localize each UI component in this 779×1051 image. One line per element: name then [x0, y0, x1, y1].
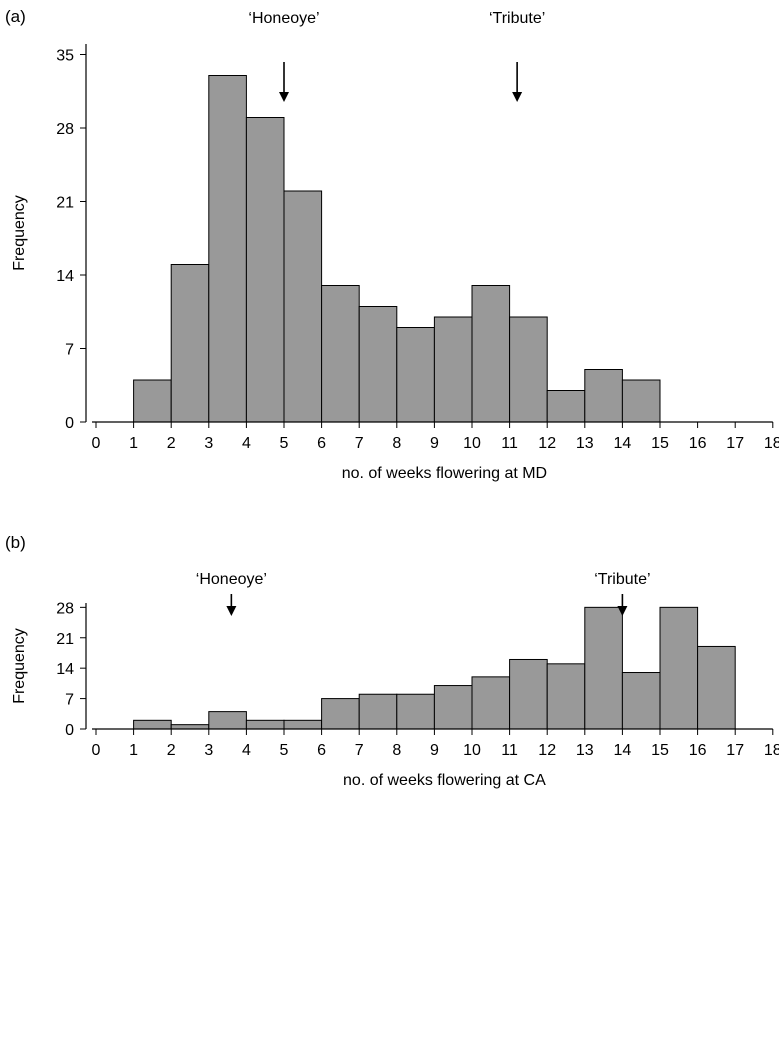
histogram-bar	[133, 379, 172, 423]
histogram-bar	[396, 327, 435, 423]
x-tick-label: 0	[92, 435, 101, 452]
x-tick-label: 17	[726, 742, 744, 759]
x-tick-label: 8	[392, 435, 401, 452]
panel-label: (a)	[5, 7, 26, 26]
y-tick-label: 0	[65, 722, 74, 739]
histogram-b-svg: (b)0 1 2 3 4 5 6 7 8 9 10 11 12 13 14 15 16 17 1807142128n…	[5, 533, 779, 789]
x-tick-label: 7	[355, 742, 364, 759]
cultivar-annotation-label: ‘Honeoye’	[248, 10, 319, 27]
x-tick-label: 5	[280, 742, 289, 759]
x-tick-label: 9	[430, 742, 439, 759]
x-tick-label: 14	[614, 435, 632, 452]
x-tick-label: 15	[651, 742, 669, 759]
x-tick-label: 17	[726, 435, 744, 452]
histogram-a-svg: (a)0 1 2 3 4 5 6 7 8 9 10 11 12 13 14 15 16 17 18071421283…	[5, 7, 779, 482]
histogram-bar	[358, 306, 398, 423]
x-axis-label: no. of weeks flowering at MD	[342, 465, 547, 482]
histogram-bar	[509, 316, 548, 423]
x-tick-label: 10	[463, 435, 481, 452]
x-tick-label: 5	[280, 435, 289, 452]
y-tick-label: 14	[56, 661, 74, 678]
histogram-panel-b: (b) 0 1 2 3 4 5 6 7 8 9 10 11 12 13 14 15 16 17 18 0 7 14 21 28 n…	[0, 526, 779, 1051]
histogram-bar	[133, 719, 172, 730]
histogram-bar	[208, 75, 247, 423]
histogram-bar	[621, 672, 661, 730]
y-tick-label: 28	[56, 121, 74, 138]
y-tick-label: 21	[56, 195, 74, 212]
histogram-bar	[546, 663, 586, 730]
x-tick-label: 6	[317, 435, 326, 452]
x-tick-label: 9	[430, 435, 439, 452]
histogram-bar	[509, 658, 548, 730]
x-tick-label: 16	[689, 742, 707, 759]
y-tick-label: 21	[56, 631, 74, 648]
x-tick-label: 4	[242, 742, 251, 759]
histogram-bar	[584, 369, 623, 423]
x-tick-label: 7	[355, 435, 364, 452]
x-tick-label: 6	[317, 742, 326, 759]
histogram-bar	[471, 676, 511, 730]
y-tick-label: 14	[56, 268, 74, 285]
histogram-bar	[245, 117, 285, 423]
x-tick-label: 2	[167, 742, 176, 759]
panel-label: (b)	[5, 533, 26, 552]
x-axis-label: no. of weeks flowering at CA	[343, 772, 546, 789]
cultivar-annotation-label: ‘Tribute’	[489, 10, 545, 27]
y-tick-label: 7	[65, 342, 74, 359]
histogram-bar	[358, 693, 398, 730]
arrow-head-icon	[617, 606, 628, 616]
histogram-bar	[283, 190, 323, 423]
x-tick-label: 18	[764, 742, 779, 759]
histogram-bar	[471, 285, 511, 423]
y-tick-label: 0	[65, 415, 74, 432]
histogram-bar	[321, 698, 360, 730]
x-tick-label: 10	[463, 742, 481, 759]
y-axis-label: Frequency	[11, 628, 28, 704]
histogram-bar	[321, 285, 360, 423]
y-tick-label: 28	[56, 600, 74, 617]
x-tick-label: 13	[576, 435, 594, 452]
x-tick-label: 14	[614, 742, 632, 759]
cultivar-annotation-label: ‘Tribute’	[594, 571, 650, 588]
x-tick-label: 11	[501, 435, 518, 452]
arrow-head-icon	[279, 92, 289, 102]
y-tick-label: 35	[56, 48, 74, 65]
x-tick-label: 11	[501, 742, 518, 759]
histogram-bar	[433, 685, 473, 730]
x-tick-label: 3	[204, 742, 213, 759]
x-tick-label: 2	[167, 435, 176, 452]
x-tick-label: 1	[129, 742, 138, 759]
arrow-head-icon	[226, 606, 237, 616]
histogram-bar	[170, 264, 210, 423]
x-tick-label: 3	[204, 435, 213, 452]
x-tick-label: 0	[92, 742, 101, 759]
histogram-bar	[170, 724, 210, 730]
histogram-bar	[621, 379, 661, 423]
x-tick-label: 1	[129, 435, 138, 452]
histogram-bar	[245, 719, 285, 730]
cultivar-annotation-label: ‘Honeoye’	[196, 571, 267, 588]
histogram-bar	[546, 390, 586, 423]
histogram-bar	[283, 719, 323, 730]
histogram-bar	[396, 693, 435, 730]
histogram-bar	[433, 316, 473, 423]
x-tick-label: 13	[576, 742, 594, 759]
x-tick-label: 18	[764, 435, 779, 452]
x-tick-label: 8	[392, 742, 401, 759]
x-tick-label: 12	[538, 742, 556, 759]
x-tick-label: 12	[538, 435, 556, 452]
arrow-head-icon	[512, 92, 523, 102]
histogram-panel-a: (a) 0 1 2 3 4 5 6 7 8 9 10 11 12 13 14 15 16 17 18 0 7 14 21 28 3…	[5, 7, 779, 482]
histogram-bar	[659, 606, 699, 730]
y-tick-label: 7	[65, 692, 74, 709]
x-tick-label: 15	[651, 435, 669, 452]
histogram-bar	[584, 606, 623, 730]
x-tick-label: 4	[242, 435, 251, 452]
y-axis-label: Frequency	[11, 195, 28, 271]
histogram-bar	[208, 711, 247, 730]
histogram-bar	[697, 645, 736, 730]
x-tick-label: 16	[689, 435, 707, 452]
